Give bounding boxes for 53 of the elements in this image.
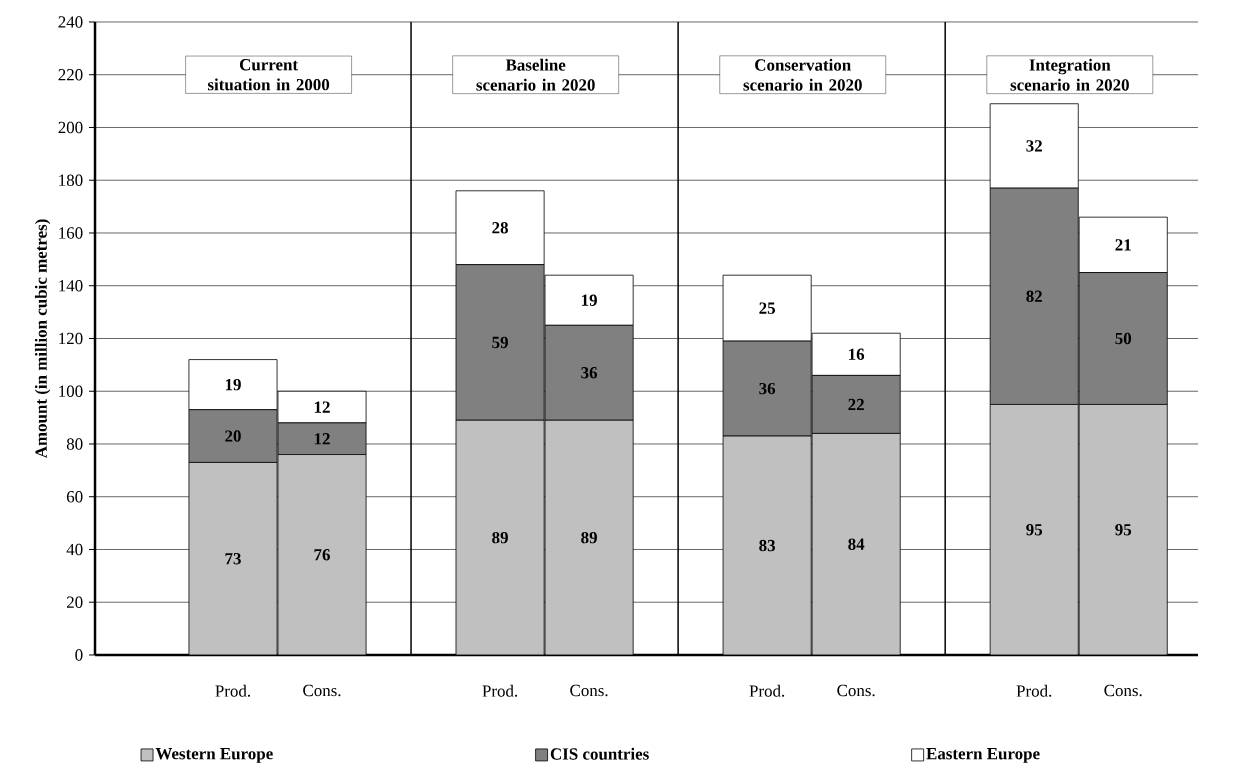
legend-label: CIS countries — [550, 747, 649, 760]
data-label: 59 — [492, 336, 508, 349]
data-label: 36 — [759, 382, 776, 395]
y-tick-label: 240 — [58, 16, 83, 28]
annotation: Integration scenario in 2020 — [1010, 58, 1129, 91]
data-label: 21 — [1115, 239, 1131, 251]
data-label: 50 — [1115, 332, 1132, 345]
annotation: Current situation in 2000 — [207, 59, 330, 91]
x-tick-label: Prod. — [482, 684, 518, 697]
legend-label: Western Europe — [155, 748, 273, 763]
data-label: 73 — [225, 552, 241, 565]
y-tick-label: 200 — [58, 121, 83, 134]
data-label: 16 — [849, 348, 865, 360]
x-tick-label: Cons. — [303, 684, 341, 697]
data-label: 84 — [848, 538, 865, 550]
y-tick-label: 120 — [59, 332, 83, 345]
data-label: 89 — [581, 531, 597, 544]
x-tick-label: Prod. — [749, 684, 785, 697]
x-tick-label: Cons. — [570, 684, 608, 697]
data-label: 19 — [581, 294, 597, 306]
data-label: 12 — [314, 401, 330, 413]
data-label: 32 — [1026, 140, 1042, 152]
y-tick-label: 140 — [59, 279, 83, 292]
x-tick-label: Cons. — [1104, 684, 1142, 697]
data-label: 22 — [848, 398, 864, 410]
y-tick-label: 100 — [59, 385, 83, 397]
y-axis-title: Amount (in million cubic metres) — [34, 219, 51, 459]
y-tick-label: 80 — [66, 438, 83, 450]
y-tick-label: 160 — [59, 227, 83, 239]
legend-label: Eastern Europe — [926, 748, 1040, 763]
y-tick-label: 20 — [66, 596, 83, 608]
annotation: Conservation scenario in 2020 — [743, 58, 862, 91]
data-label: 12 — [314, 433, 330, 445]
x-tick-label: Prod. — [1016, 684, 1052, 697]
y-tick-label: 0 — [75, 649, 83, 661]
annotation: Baseline scenario in 2020 — [476, 58, 595, 91]
data-label: 83 — [759, 539, 776, 552]
data-label: 89 — [492, 531, 508, 544]
y-tick-label: 60 — [66, 490, 83, 503]
y-tick-label: 220 — [58, 68, 83, 81]
x-tick-label: Prod. — [215, 684, 250, 697]
data-label: 82 — [1026, 290, 1042, 302]
data-label: 76 — [314, 549, 330, 561]
data-label: 28 — [492, 221, 508, 234]
data-label: 20 — [225, 430, 241, 442]
y-tick-label: 40 — [66, 543, 83, 556]
y-tick-label: 180 — [59, 174, 83, 186]
data-label: 25 — [759, 302, 775, 314]
data-label: 19 — [225, 378, 241, 391]
x-tick-label: Cons. — [837, 684, 875, 697]
data-label: 95 — [1026, 523, 1043, 536]
data-label: 95 — [1115, 523, 1132, 536]
data-label: 36 — [581, 367, 598, 379]
